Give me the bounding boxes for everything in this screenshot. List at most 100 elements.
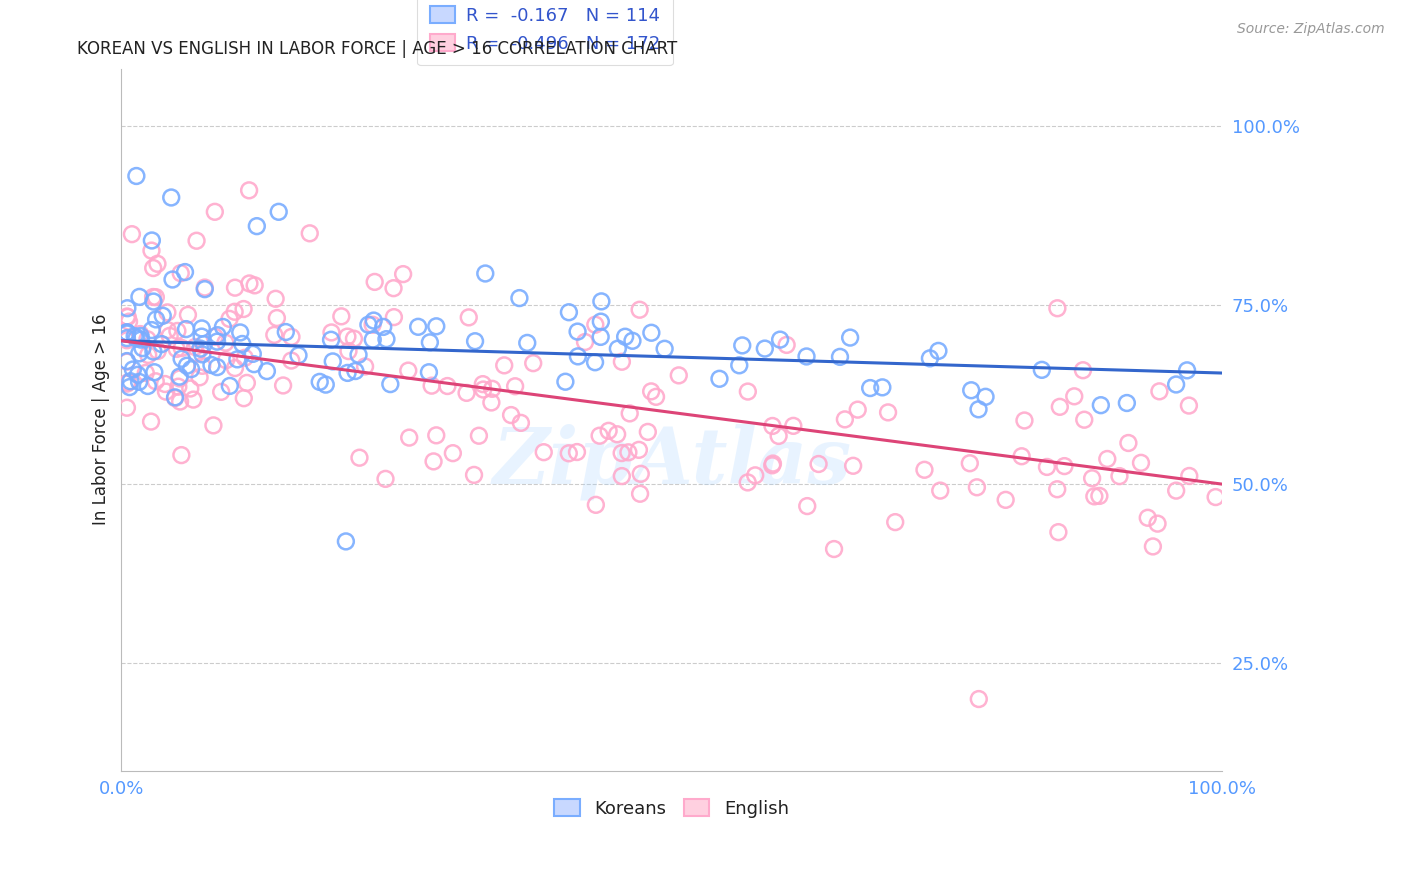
Point: [124, 329, 146, 343]
Point: [174, 322, 197, 336]
Point: [135, 366, 157, 380]
Point: [115, 326, 138, 340]
Point: [1115, 396, 1137, 410]
Point: [115, 354, 138, 368]
Point: [361, 333, 384, 347]
Point: [344, 364, 367, 378]
Point: [589, 315, 612, 329]
Point: [330, 310, 353, 324]
Point: [472, 383, 495, 397]
Point: [614, 330, 637, 344]
Point: [236, 376, 259, 390]
Point: [1014, 413, 1036, 427]
Point: [567, 350, 589, 364]
Point: [872, 380, 894, 394]
Point: [335, 534, 357, 549]
Point: [468, 428, 491, 442]
Point: [554, 375, 576, 389]
Point: [120, 374, 142, 388]
Point: [170, 351, 193, 366]
Point: [188, 370, 211, 384]
Point: [768, 429, 790, 443]
Point: [231, 337, 253, 351]
Point: [516, 335, 538, 350]
Point: [361, 318, 384, 332]
Point: [1046, 482, 1069, 496]
Point: [141, 244, 163, 258]
Point: [209, 384, 232, 399]
Point: [606, 427, 628, 442]
Point: [373, 319, 395, 334]
Point: [354, 359, 377, 374]
Point: [129, 333, 152, 347]
Point: [256, 364, 278, 378]
Point: [142, 290, 165, 304]
Point: [842, 458, 865, 473]
Point: [967, 402, 990, 417]
Point: [425, 428, 447, 442]
Text: KOREAN VS ENGLISH IN LABOR FORCE | AGE > 16 CORRELATION CHART: KOREAN VS ENGLISH IN LABOR FORCE | AGE >…: [77, 40, 678, 58]
Point: [169, 369, 191, 384]
Point: [150, 337, 173, 351]
Point: [153, 376, 176, 391]
Point: [115, 326, 138, 341]
Point: [165, 391, 187, 405]
Point: [184, 340, 207, 354]
Point: [1166, 483, 1188, 498]
Point: [1146, 516, 1168, 531]
Point: [418, 365, 440, 379]
Point: [929, 483, 952, 498]
Point: [170, 266, 193, 280]
Point: [627, 442, 650, 457]
Point: [143, 365, 166, 379]
Point: [1011, 449, 1033, 463]
Point: [591, 294, 613, 309]
Point: [456, 385, 478, 400]
Point: [1071, 363, 1094, 377]
Point: [117, 301, 139, 316]
Point: [606, 342, 628, 356]
Point: [630, 467, 652, 481]
Point: [115, 354, 138, 368]
Point: [457, 310, 479, 325]
Point: [129, 326, 152, 341]
Text: ZipAtlas: ZipAtlas: [492, 424, 851, 500]
Point: [363, 275, 385, 289]
Point: [709, 372, 731, 386]
Point: [115, 376, 138, 391]
Point: [420, 378, 443, 392]
Point: [238, 183, 260, 197]
Point: [224, 305, 246, 319]
Point: [136, 348, 159, 362]
Point: [645, 390, 668, 404]
Point: [205, 334, 228, 349]
Point: [494, 359, 516, 373]
Point: [974, 390, 997, 404]
Point: [796, 499, 818, 513]
Point: [640, 326, 662, 340]
Point: [204, 204, 226, 219]
Point: [617, 445, 640, 459]
Point: [474, 267, 496, 281]
Point: [762, 457, 785, 471]
Point: [229, 326, 252, 340]
Point: [166, 342, 188, 356]
Point: [589, 330, 612, 344]
Point: [162, 272, 184, 286]
Point: [1142, 540, 1164, 554]
Point: [628, 302, 651, 317]
Point: [280, 330, 302, 344]
Point: [508, 291, 530, 305]
Point: [574, 334, 596, 349]
Point: [125, 331, 148, 345]
Point: [769, 333, 792, 347]
Point: [918, 351, 941, 366]
Point: [117, 310, 139, 324]
Text: Source: ZipAtlas.com: Source: ZipAtlas.com: [1237, 22, 1385, 37]
Point: [170, 448, 193, 462]
Point: [183, 392, 205, 407]
Point: [204, 330, 226, 344]
Point: [226, 352, 249, 367]
Point: [744, 468, 766, 483]
Point: [796, 350, 818, 364]
